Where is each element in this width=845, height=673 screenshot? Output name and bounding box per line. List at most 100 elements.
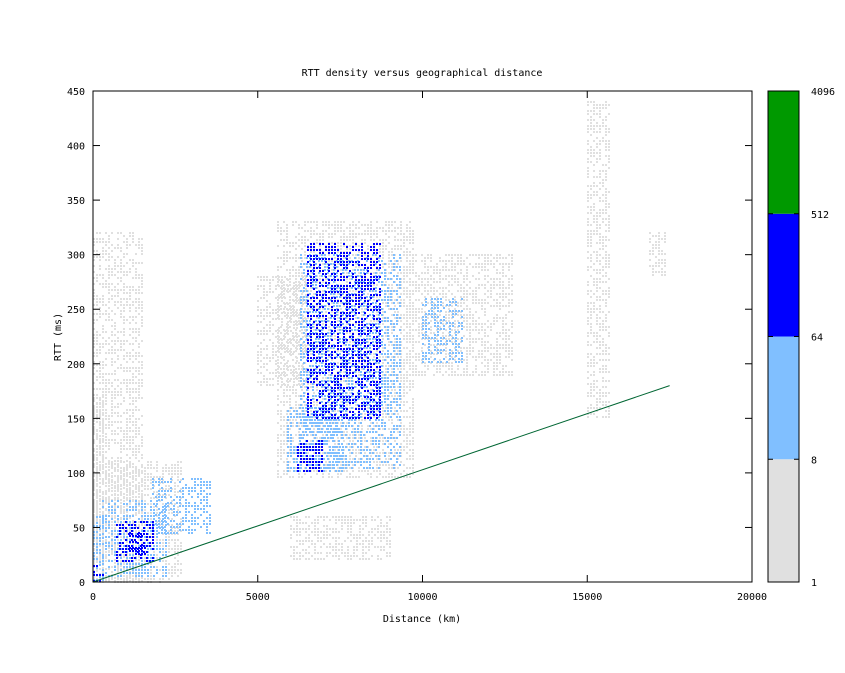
density-cell — [138, 535, 140, 537]
density-cell — [99, 435, 101, 437]
density-cell — [412, 383, 414, 385]
density-cell — [316, 317, 318, 319]
density-cell — [174, 545, 176, 547]
density-cell — [99, 442, 101, 444]
density-cell — [188, 502, 190, 504]
density-cell — [280, 401, 282, 403]
density-cell — [266, 384, 268, 386]
density-cell — [147, 464, 149, 466]
density-cell — [191, 529, 193, 531]
density-cell — [135, 388, 137, 390]
density-cell — [361, 419, 363, 421]
density-cell — [129, 391, 131, 393]
density-cell — [120, 346, 122, 348]
density-cell — [182, 520, 184, 522]
density-cell — [280, 308, 282, 310]
density-cell — [260, 285, 262, 287]
density-cell — [337, 320, 339, 322]
density-cell — [412, 233, 414, 235]
density-cell — [126, 557, 128, 559]
density-cell — [269, 372, 271, 374]
density-cell — [358, 251, 360, 253]
density-cell — [286, 227, 288, 229]
density-cell — [99, 364, 101, 366]
density-cell — [111, 550, 113, 552]
density-cell — [93, 298, 95, 300]
density-cell — [132, 496, 134, 498]
density-cell — [194, 523, 196, 525]
density-cell — [266, 306, 268, 308]
density-cell — [144, 506, 146, 508]
density-cell — [111, 484, 113, 486]
density-cell — [117, 340, 119, 342]
density-cell — [156, 467, 158, 469]
density-cell — [146, 557, 148, 559]
density-cell — [397, 350, 399, 352]
density-cell — [373, 449, 375, 451]
density-cell — [144, 539, 146, 541]
density-cell — [287, 303, 289, 305]
density-cell — [385, 302, 387, 304]
density-cell — [108, 388, 110, 390]
density-cell — [117, 283, 119, 285]
density-cell — [144, 482, 146, 484]
density-cell — [105, 403, 107, 405]
density-cell — [117, 433, 119, 435]
density-cell — [400, 422, 402, 424]
density-cell — [406, 251, 408, 253]
density-cell — [141, 316, 143, 318]
density-cell — [93, 580, 95, 582]
density-cell — [400, 461, 402, 463]
density-cell — [96, 454, 98, 456]
density-cell — [99, 534, 101, 536]
density-cell — [126, 481, 128, 483]
density-cell — [105, 412, 107, 414]
density-cell — [99, 466, 101, 468]
density-cell — [358, 470, 360, 472]
density-cell — [93, 540, 95, 542]
density-cell — [153, 515, 155, 517]
density-cell — [397, 233, 399, 235]
density-cell — [102, 256, 104, 258]
density-cell — [111, 439, 113, 441]
density-cell — [108, 271, 110, 273]
density-cell — [138, 521, 140, 523]
density-cell — [120, 499, 122, 501]
density-cell — [307, 344, 309, 346]
density-cell — [391, 371, 393, 373]
density-cell — [388, 236, 390, 238]
density-cell — [289, 428, 291, 430]
density-cell — [200, 481, 202, 483]
density-cell — [96, 531, 98, 533]
density-cell — [289, 275, 291, 277]
density-cell — [114, 439, 116, 441]
density-cell — [143, 542, 145, 544]
density-cell — [138, 304, 140, 306]
density-cell — [138, 241, 140, 243]
density-cell — [409, 341, 411, 343]
density-cell — [406, 434, 408, 436]
density-cell — [394, 248, 396, 250]
density-cell — [126, 238, 128, 240]
density-cell — [316, 386, 318, 388]
density-cell — [194, 484, 196, 486]
density-cell — [117, 442, 119, 444]
density-cell — [155, 520, 157, 522]
density-cell — [171, 464, 173, 466]
density-cell — [412, 416, 414, 418]
density-cell — [111, 463, 113, 465]
density-cell — [278, 339, 280, 341]
density-cell — [257, 330, 259, 332]
density-cell — [138, 496, 140, 498]
density-cell — [310, 251, 312, 253]
density-cell — [304, 221, 306, 223]
density-cell — [391, 230, 393, 232]
density-cell — [129, 547, 131, 549]
density-cell — [174, 563, 176, 565]
density-cell — [96, 508, 98, 510]
density-cell — [114, 406, 116, 408]
density-cell — [376, 230, 378, 232]
density-cell — [278, 348, 280, 350]
density-cell — [141, 478, 143, 480]
density-cell — [180, 521, 182, 523]
